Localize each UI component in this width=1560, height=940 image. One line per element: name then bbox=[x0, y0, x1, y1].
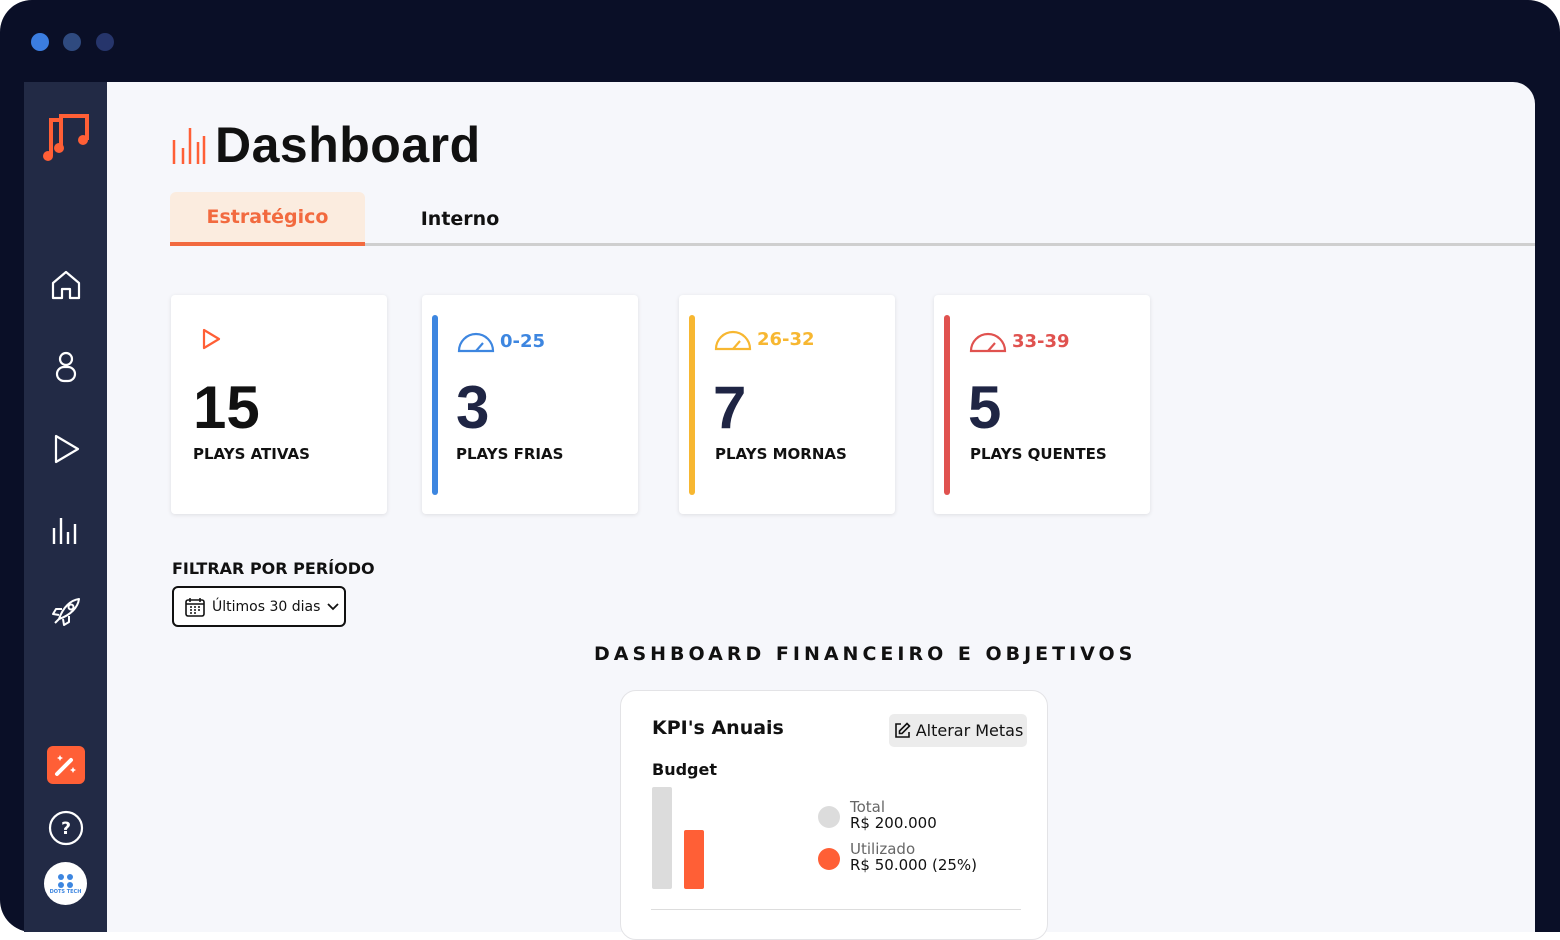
divider bbox=[651, 909, 1021, 910]
card-label: PLAYS FRIAS bbox=[456, 445, 564, 463]
home-icon[interactable] bbox=[24, 268, 107, 302]
main-content: Dashboard Estratégico Interno 15 PLAYS A… bbox=[107, 82, 1535, 940]
card-value: 7 bbox=[713, 374, 747, 441]
card-plays-frias[interactable]: 0-25 3 PLAYS FRIAS bbox=[422, 295, 638, 514]
card-plays-mornas[interactable]: 26-32 7 PLAYS MORNAS bbox=[679, 295, 895, 514]
play-icon bbox=[202, 328, 221, 350]
play-icon[interactable] bbox=[24, 432, 107, 466]
tab-bar: Estratégico Interno bbox=[170, 192, 1535, 246]
kpi-card: KPI's Anuais Alterar Metas Budget Total R… bbox=[620, 690, 1048, 940]
tab-interno[interactable]: Interno bbox=[420, 208, 500, 230]
period-select[interactable]: Últimos 30 dias bbox=[172, 586, 346, 627]
filter-label: FILTRAR POR PERÍODO bbox=[172, 559, 375, 578]
window-dot-minimize[interactable] bbox=[63, 33, 81, 51]
kpi-title: KPI's Anuais bbox=[652, 717, 784, 739]
chart-icon[interactable] bbox=[24, 514, 107, 548]
user-icon[interactable] bbox=[24, 350, 107, 384]
card-range: 33-39 bbox=[1012, 330, 1070, 352]
legend-utilizado: Utilizado R$ 50.000 (25%) bbox=[818, 841, 977, 874]
budget-label: Budget bbox=[652, 760, 717, 779]
dashboard-bars-icon bbox=[172, 128, 206, 164]
period-value: Últimos 30 dias bbox=[212, 598, 321, 615]
section-title: DASHBOARD FINANCEIRO E OBJETIVOS bbox=[594, 643, 1137, 665]
gauge-icon bbox=[969, 332, 1007, 353]
legend-total: Total R$ 200.000 bbox=[818, 799, 937, 832]
music-logo-icon[interactable] bbox=[24, 108, 107, 164]
chevron-down-icon bbox=[327, 602, 340, 610]
gauge-icon bbox=[714, 330, 752, 351]
window-dot-maximize[interactable] bbox=[96, 33, 114, 51]
budget-used-bar bbox=[684, 830, 704, 889]
legend-value: R$ 50.000 (25%) bbox=[850, 856, 978, 874]
alterar-metas-button[interactable]: Alterar Metas bbox=[889, 714, 1027, 747]
legend-swatch bbox=[818, 848, 840, 870]
magic-wand-icon[interactable] bbox=[24, 746, 107, 784]
card-label: PLAYS MORNAS bbox=[715, 445, 847, 463]
sidebar: ? DOTS TECH bbox=[24, 82, 107, 932]
legend-key: Total bbox=[850, 798, 886, 816]
rocket-icon[interactable] bbox=[24, 595, 107, 629]
help-icon[interactable]: ? bbox=[24, 809, 107, 847]
alterar-metas-label: Alterar Metas bbox=[915, 721, 1024, 740]
org-logo-text: DOTS TECH bbox=[49, 888, 82, 895]
gauge-icon bbox=[457, 332, 495, 353]
card-range: 0-25 bbox=[500, 330, 546, 352]
calendar-icon bbox=[185, 597, 205, 617]
legend-swatch bbox=[818, 806, 840, 828]
legend-key: Utilizado bbox=[850, 840, 916, 858]
window-dot-close[interactable] bbox=[31, 33, 49, 51]
budget-total-bar bbox=[652, 787, 672, 889]
tab-estrategico[interactable]: Estratégico bbox=[170, 192, 365, 246]
edit-icon bbox=[894, 721, 911, 738]
card-value: 3 bbox=[456, 374, 490, 441]
page-title: Dashboard bbox=[215, 117, 481, 173]
card-value: 5 bbox=[968, 374, 1002, 441]
card-label: PLAYS ATIVAS bbox=[193, 445, 310, 463]
organization-avatar[interactable]: DOTS TECH bbox=[24, 862, 107, 905]
card-label: PLAYS QUENTES bbox=[970, 445, 1107, 463]
svg-text:?: ? bbox=[61, 819, 71, 839]
card-range: 26-32 bbox=[757, 328, 815, 350]
card-value: 15 bbox=[193, 374, 260, 441]
legend-value: R$ 200.000 bbox=[850, 814, 937, 832]
card-plays-quentes[interactable]: 33-39 5 PLAYS QUENTES bbox=[934, 295, 1150, 514]
card-plays-ativas[interactable]: 15 PLAYS ATIVAS bbox=[171, 295, 387, 514]
